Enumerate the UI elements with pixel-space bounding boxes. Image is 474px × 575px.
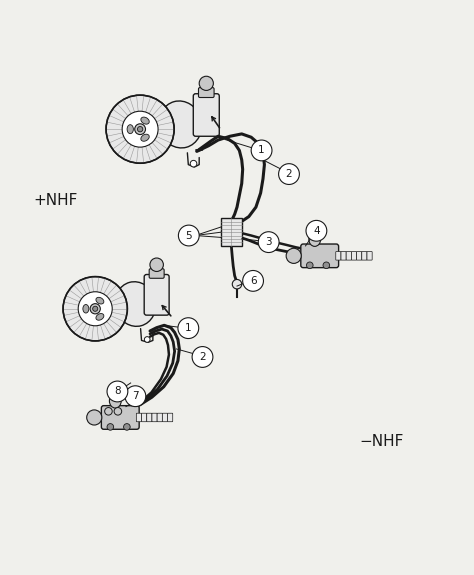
FancyBboxPatch shape (367, 252, 372, 260)
FancyBboxPatch shape (341, 252, 346, 260)
FancyBboxPatch shape (336, 252, 341, 260)
FancyBboxPatch shape (142, 413, 147, 421)
FancyBboxPatch shape (157, 413, 162, 421)
Circle shape (258, 232, 279, 252)
Circle shape (178, 225, 199, 246)
Circle shape (199, 76, 213, 90)
Circle shape (90, 304, 100, 314)
FancyBboxPatch shape (193, 94, 219, 136)
Ellipse shape (109, 394, 121, 408)
Circle shape (251, 140, 272, 161)
Circle shape (137, 126, 143, 132)
Circle shape (78, 292, 112, 326)
FancyBboxPatch shape (221, 218, 242, 246)
Text: 1: 1 (258, 145, 265, 155)
Circle shape (178, 318, 199, 339)
FancyBboxPatch shape (147, 413, 152, 421)
Circle shape (279, 164, 300, 185)
Ellipse shape (127, 125, 133, 133)
Circle shape (107, 381, 128, 402)
Text: 8: 8 (114, 386, 121, 397)
Circle shape (145, 336, 150, 342)
FancyBboxPatch shape (167, 413, 173, 421)
FancyBboxPatch shape (301, 244, 338, 267)
Circle shape (232, 279, 242, 289)
Circle shape (323, 262, 329, 269)
Text: 6: 6 (250, 276, 256, 286)
Ellipse shape (141, 117, 149, 124)
FancyBboxPatch shape (137, 413, 142, 421)
Circle shape (124, 424, 130, 430)
FancyBboxPatch shape (346, 252, 351, 260)
Circle shape (307, 262, 313, 269)
Text: 7: 7 (132, 391, 139, 401)
Text: 4: 4 (313, 226, 319, 236)
Circle shape (286, 248, 301, 263)
Ellipse shape (159, 101, 202, 148)
FancyBboxPatch shape (362, 252, 367, 260)
Circle shape (190, 160, 197, 167)
Circle shape (306, 220, 327, 241)
Circle shape (192, 347, 213, 367)
Ellipse shape (115, 282, 156, 327)
Circle shape (150, 258, 164, 271)
Text: 1: 1 (185, 323, 191, 333)
Circle shape (114, 408, 122, 415)
Circle shape (135, 124, 146, 135)
Ellipse shape (141, 134, 149, 141)
Ellipse shape (309, 232, 320, 246)
Ellipse shape (83, 305, 89, 313)
Ellipse shape (96, 297, 104, 304)
FancyBboxPatch shape (199, 87, 214, 98)
Circle shape (105, 408, 112, 415)
Circle shape (125, 386, 146, 407)
Text: 5: 5 (185, 231, 192, 240)
Circle shape (122, 111, 158, 147)
FancyBboxPatch shape (144, 274, 169, 315)
FancyBboxPatch shape (149, 269, 164, 278)
Text: 2: 2 (286, 169, 292, 179)
FancyBboxPatch shape (356, 252, 362, 260)
Circle shape (92, 306, 98, 311)
Circle shape (107, 424, 114, 430)
Circle shape (63, 277, 128, 341)
Circle shape (243, 270, 264, 292)
Ellipse shape (96, 313, 104, 320)
Text: −NHF: −NHF (360, 434, 404, 448)
FancyBboxPatch shape (152, 413, 157, 421)
FancyBboxPatch shape (162, 413, 167, 421)
Text: +NHF: +NHF (34, 193, 78, 208)
FancyBboxPatch shape (351, 252, 356, 260)
Text: 2: 2 (199, 352, 206, 362)
Text: 3: 3 (265, 237, 272, 247)
Circle shape (106, 95, 174, 163)
FancyBboxPatch shape (101, 405, 139, 430)
Circle shape (87, 410, 102, 425)
